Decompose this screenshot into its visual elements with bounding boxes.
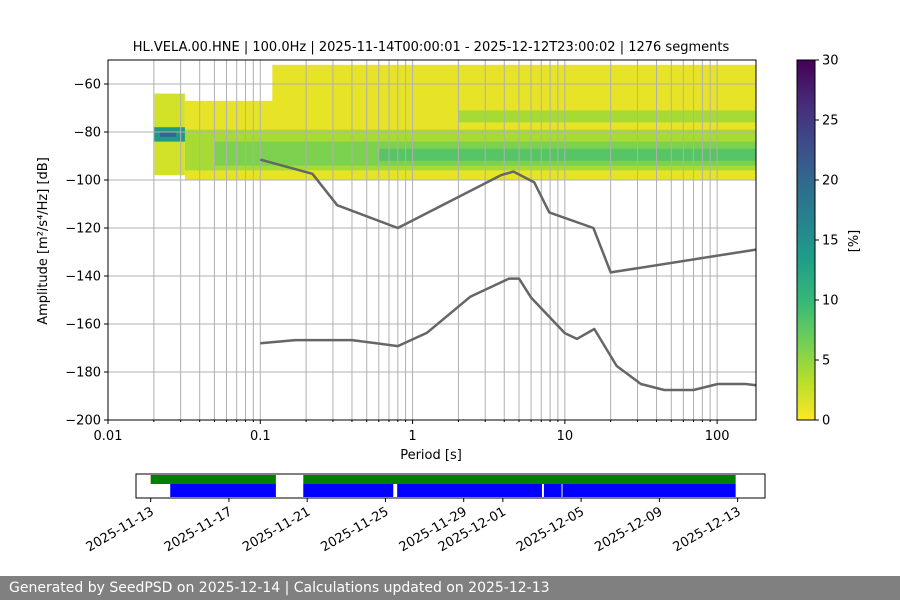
psd-panel: 0.01 0.1 1 10 100 −200 −180 −160 −140 −120 −100 −80… [65,59,757,445]
colorbar-label: [%] [847,230,862,253]
coverage-span-blue-2 [397,484,542,497]
footer-text: Generated by SeedPSD on 2025-12-14 | Cal… [9,580,550,596]
density-band-6 [458,110,756,123]
coverage-span-green-1 [303,475,736,484]
timeline-tick-label: 2025-11-25 [319,504,392,555]
axis-ticks: 0.01 0.1 1 10 100 −200 −180 −160 −140 −120 −100 −80… [65,78,729,445]
y-tick-label: −100 [65,174,101,189]
coverage-span-blue-1 [303,484,394,497]
colorbar-tick-label: 5 [822,354,830,369]
timeline-tick-label: 2025-11-21 [240,504,313,555]
chart-title: HL.VELA.00.HNE | 100.0Hz | 2025-11-14T00… [133,40,730,55]
timeline-tick-label: 2025-11-13 [84,504,157,555]
colorbar: 0 5 10 15 20 25 30 [796,54,839,429]
colorbar-tick-label: 20 [822,174,839,189]
coverage-span-green-0 [150,475,276,484]
footer-bar: Generated by SeedPSD on 2025-12-14 | Cal… [0,576,900,600]
timeline-tick-label: 2025-11-17 [162,504,235,555]
timeline-tick-label: 2025-12-05 [514,504,587,555]
density-band-5 [378,148,756,161]
timeline-tick-label: 2025-12-09 [592,504,665,555]
timeline-tick-label: 2025-12-13 [671,504,744,555]
figure: HL.VELA.00.HNE | 100.0Hz | 2025-11-14T00… [36,40,862,555]
density-band-8 [160,132,177,137]
x-axis-label: Period [s] [400,448,462,463]
y-tick-label: −60 [74,78,101,93]
timeline-ticks: 2025-11-13 2025-11-17 2025-11-21 2025-11-25… [84,498,744,555]
noise-model-nhnm [259,158,757,274]
colorbar-ticks: 0 5 10 15 20 25 30 [815,54,839,429]
x-tick-label: 0.1 [250,429,271,444]
x-tick-label: 100 [705,429,730,444]
colorbar-tick-label: 30 [822,54,839,69]
coverage-bars [150,475,736,497]
y-tick-label: −180 [65,366,101,381]
colorbar-tick-label: 0 [822,414,830,429]
density-band-2 [272,64,756,108]
noise-model-layer [259,158,757,392]
coverage-span-blue-4 [562,484,736,497]
colorbar-gradient [796,59,816,421]
colorbar-tick-label: 10 [822,294,839,309]
x-tick-label: 1 [408,429,416,444]
x-tick-label: 10 [557,429,574,444]
noise-model-nlnm [260,277,757,392]
plot-area-frame [107,59,757,421]
density-layer [153,64,757,180]
y-tick-label: −120 [65,222,101,237]
colorbar-tick-label: 25 [822,114,839,129]
colorbar-tick-label: 15 [822,234,839,249]
y-tick-label: −160 [65,318,101,333]
y-axis-label: Amplitude [m²/s⁴/Hz] [dB] [36,157,51,325]
y-tick-label: −80 [74,126,101,141]
coverage-span-blue-3 [543,484,562,497]
y-tick-label: −200 [65,414,101,429]
timeline-frame [135,473,766,499]
coverage-span-blue-0 [170,484,276,497]
x-tick-label: 0.01 [94,429,123,444]
y-tick-label: −140 [65,270,101,285]
coverage-timeline: 2025-11-13 2025-11-17 2025-11-21 2025-11-25… [84,473,766,555]
